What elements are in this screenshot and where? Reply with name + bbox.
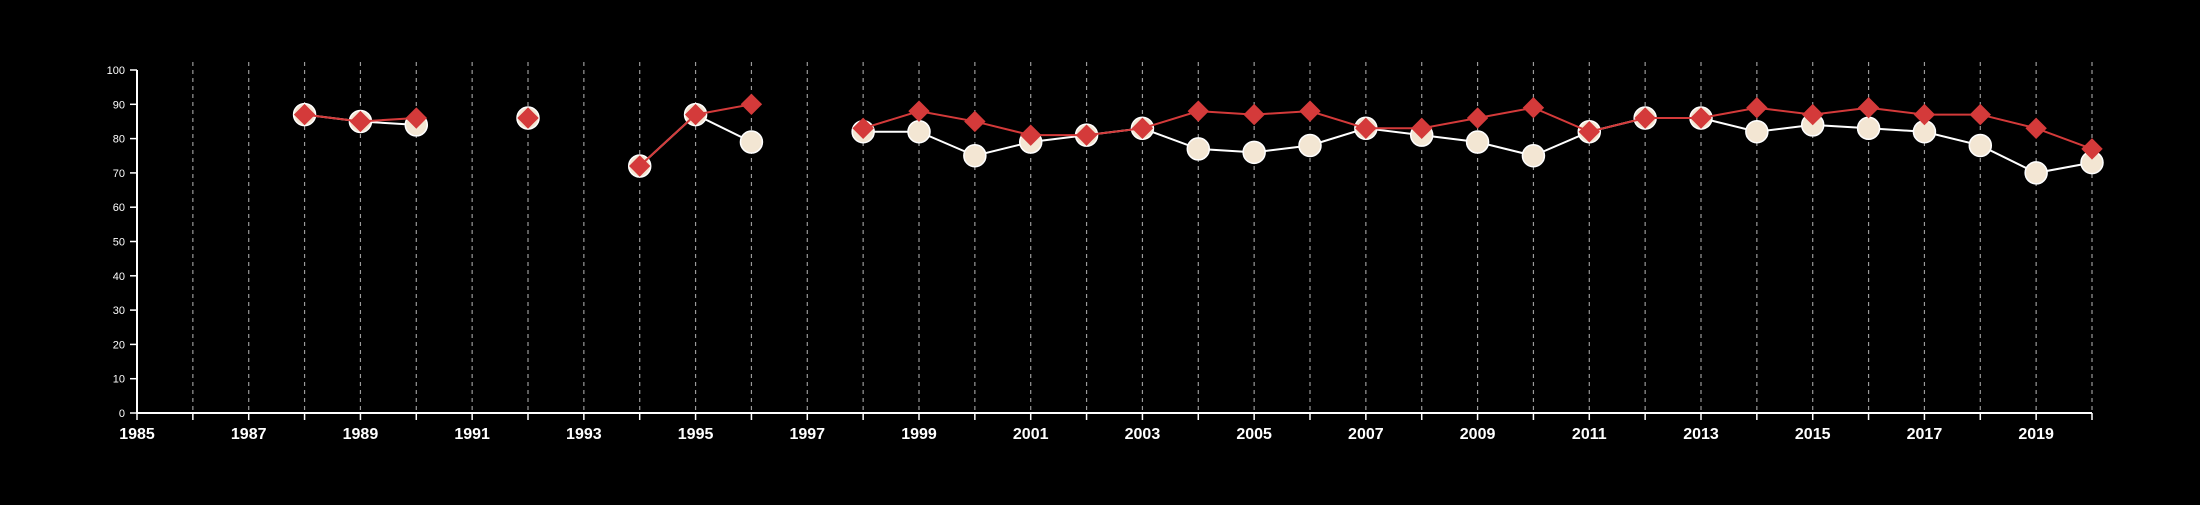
series-2-point xyxy=(1299,100,1321,122)
series-2-point xyxy=(1746,97,1768,119)
series-layer xyxy=(292,93,2104,185)
series-1-point xyxy=(1856,116,1881,141)
y-tick-label: 20 xyxy=(113,339,125,351)
series-2-point xyxy=(1187,100,1209,122)
y-tick-label: 60 xyxy=(113,202,125,214)
x-tick-label: 2015 xyxy=(1795,426,1831,443)
x-tick-label: 2013 xyxy=(1683,426,1719,443)
series-1-point xyxy=(1968,133,1993,158)
x-tick-label: 1997 xyxy=(789,426,825,443)
x-tick-label: 2009 xyxy=(1460,426,1496,443)
y-tick-label: 100 xyxy=(107,65,125,77)
series-2-point xyxy=(1243,103,1265,126)
y-tick-label: 40 xyxy=(113,271,125,283)
y-tick-label: 80 xyxy=(113,134,125,146)
x-tick-label: 1995 xyxy=(678,426,714,443)
series-1-point xyxy=(1745,119,1769,144)
series-2-point xyxy=(2025,117,2047,140)
series-2-point xyxy=(1020,124,1042,146)
x-tick-label: 2001 xyxy=(1013,426,1049,443)
series-2-point xyxy=(1913,103,1936,126)
series-2-point xyxy=(517,107,539,129)
axis-layer: 0 10 20 30 40 50 60 70 80 90 100 1985 1987 1989 1991 19… xyxy=(107,65,2093,443)
series-2-point xyxy=(740,93,763,116)
y-tick-label: 50 xyxy=(113,237,125,249)
x-tick-label: 1985 xyxy=(119,426,155,443)
series-2-point xyxy=(1578,121,1600,143)
x-tick-label: 2005 xyxy=(1236,426,1272,443)
series-1-point xyxy=(1465,130,1490,154)
series-1-point xyxy=(1242,140,1266,165)
x-tick-label: 2003 xyxy=(1125,426,1161,443)
series-2-point xyxy=(405,107,427,129)
series-2-point xyxy=(293,103,316,126)
y-tick-label: 10 xyxy=(113,374,125,386)
series-2-point xyxy=(1411,117,1433,140)
x-tick-label: 1987 xyxy=(231,426,267,443)
series-1-point xyxy=(963,144,987,168)
series-1-point xyxy=(907,119,931,144)
x-tick-label: 2017 xyxy=(1907,426,1943,443)
y-tick-label: 90 xyxy=(113,99,125,111)
series-2-point xyxy=(1969,103,1991,126)
series-2-point xyxy=(1466,107,1489,129)
x-tick-label: 1989 xyxy=(343,426,379,443)
series-2-point xyxy=(1634,107,1656,129)
series-2-point xyxy=(1690,107,1712,129)
series-1-point xyxy=(1186,137,1211,161)
series-2-point xyxy=(1355,117,1377,140)
series-2-point xyxy=(1802,103,1824,126)
series-1-point xyxy=(739,130,764,154)
series-2-point xyxy=(2081,138,2103,160)
x-tick-label: 2019 xyxy=(2018,426,2054,443)
series-2-point xyxy=(684,103,707,126)
series-1-point xyxy=(2024,161,2048,185)
x-tick-label: 2011 xyxy=(1572,426,1607,443)
series-2-point xyxy=(1522,97,1545,119)
series-2-point xyxy=(1075,124,1098,146)
series-2-point xyxy=(908,100,930,122)
series-1-point xyxy=(1298,133,1322,158)
x-tick-label: 1999 xyxy=(901,426,937,443)
series-2-point xyxy=(852,117,874,140)
x-tick-label: 1991 xyxy=(454,426,490,443)
series-2-point xyxy=(964,110,986,133)
x-tick-label: 1993 xyxy=(566,426,602,443)
series-1-point xyxy=(1521,144,1546,168)
series-2-point xyxy=(1857,97,1880,119)
series-2-point xyxy=(349,110,372,133)
y-tick-label: 0 xyxy=(119,408,125,420)
series-2-point xyxy=(1131,117,1154,140)
x-tick-label: 2007 xyxy=(1348,426,1384,443)
y-tick-label: 30 xyxy=(113,305,125,317)
y-tick-label: 70 xyxy=(113,168,125,180)
series-2-point xyxy=(629,155,651,177)
